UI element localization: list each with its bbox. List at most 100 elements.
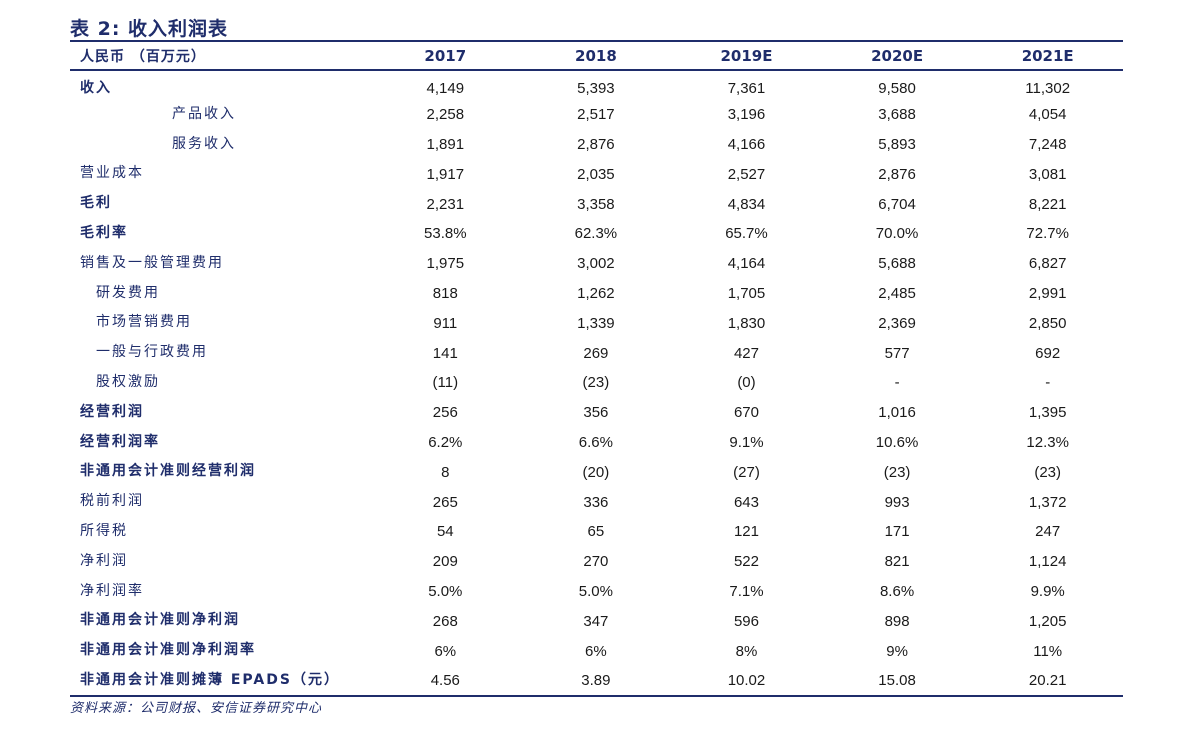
table-row: 营业成本 1,917 2,035 2,527 2,876 3,081 (70, 159, 1123, 189)
cell-value: 4,054 (1028, 106, 1067, 124)
cell-value: 6% (585, 642, 607, 660)
cell-value: 8 (441, 463, 450, 481)
cell-value: 5,893 (878, 135, 916, 153)
cell-value: 4,164 (727, 255, 766, 273)
cell-value: 643 (733, 493, 759, 511)
table-body: 收入 4,149 5,393 7,361 9,580 11,302 产品收入 2,258 2,5… (70, 70, 1123, 697)
cell-value: 1,975 (426, 255, 465, 273)
row-label: 毛利率 (80, 224, 128, 241)
table-header: 人民币 （百万元） 2017 2018 2019E 2020E 2021E (70, 40, 1123, 71)
income-statement-table: 人民币 （百万元） 2017 2018 2019E 2020E 2021E 收入… (70, 40, 1123, 697)
cell-value: 1,339 (577, 314, 615, 332)
cell-value: 9% (886, 642, 908, 660)
year-header: 2017 (370, 40, 521, 71)
cell-value: 347 (583, 612, 609, 630)
row-label: 毛利 (80, 195, 112, 212)
table-row: 税前利润 265 336 643 993 1,372 (70, 487, 1123, 517)
year-header: 2019E (671, 40, 822, 71)
cell-value: 269 (583, 344, 609, 362)
cell-value: 4,834 (727, 195, 766, 213)
cell-value: 6% (434, 642, 457, 660)
cell-value: 141 (432, 344, 458, 362)
cell-value: 53.8% (424, 225, 467, 243)
cell-value: 11% (1033, 642, 1063, 660)
cell-value: 9.9% (1030, 582, 1065, 600)
cell-value: 670 (733, 404, 759, 422)
row-label: 经营利润 (80, 403, 144, 420)
row-label: 研发费用 (96, 284, 160, 301)
row-label: 营业成本 (80, 165, 144, 182)
table-row: 销售及一般管理费用 1,975 3,002 4,164 5,688 6,827 (70, 249, 1123, 279)
cell-value: 1,830 (727, 314, 766, 332)
cell-value: 121 (733, 523, 759, 541)
row-label: 收入 (80, 80, 112, 96)
cell-value: 72.7% (1026, 225, 1069, 243)
cell-value: 12.3% (1026, 433, 1069, 451)
cell-value: 2,850 (1028, 314, 1067, 332)
table-row: 净利润率 5.0% 5.0% 7.1% 8.6% 9.9% (70, 577, 1123, 607)
table-row: 产品收入 2,258 2,517 3,196 3,688 4,054 (70, 100, 1123, 130)
table-row: 收入 4,149 5,393 7,361 9,580 11,302 (70, 70, 1123, 100)
cell-value: 3.89 (520, 665, 672, 697)
cell-value: 2,369 (878, 314, 916, 332)
header-row: 人民币 （百万元） 2017 2018 2019E 2020E 2021E (70, 40, 1123, 71)
cell-value: - (1045, 374, 1051, 392)
cell-value: 65.7% (725, 225, 768, 243)
cell-value: 7,361 (727, 79, 766, 97)
cell-value: 6.6% (578, 433, 613, 451)
cell-value: 2,231 (426, 195, 465, 213)
row-label: 税前利润 (80, 493, 144, 510)
cell-value: 596 (733, 612, 759, 630)
cell-value: 65 (587, 523, 605, 541)
cell-value: 62.3% (574, 225, 618, 243)
table-row: 经营利润率 6.2% 6.6% 9.1% 10.6% 12.3% (70, 428, 1123, 458)
cell-value: (27) (733, 463, 760, 481)
cell-value: 9,580 (878, 79, 916, 97)
cell-value: 2,035 (577, 165, 615, 183)
table-row: 服务收入 1,891 2,876 4,166 5,893 7,248 (70, 130, 1123, 160)
year-header: 2021E (972, 40, 1123, 71)
cell-value: 171 (884, 523, 910, 541)
cell-value: 8.6% (879, 582, 915, 600)
cell-value: 6,704 (878, 195, 916, 213)
table-row: 研发费用 818 1,262 1,705 2,485 2,991 (70, 279, 1123, 309)
cell-value: 898 (884, 612, 910, 630)
cell-value: (20) (582, 463, 610, 481)
table-row: 一般与行政费用 141 269 427 577 692 (70, 338, 1123, 368)
cell-value: 9.1% (729, 433, 764, 451)
cell-value: 1,124 (1028, 553, 1067, 571)
table-row: 市场营销费用 911 1,339 1,830 2,369 2,850 (70, 308, 1123, 338)
cell-value: 692 (1035, 344, 1061, 362)
cell-value: 268 (432, 612, 458, 630)
cell-value: 5.0% (428, 582, 463, 600)
cell-value: 3,081 (1028, 165, 1067, 183)
table-row: 非通用会计准则净利润率 6% 6% 8% 9% 11% (70, 636, 1123, 666)
table-row: 净利润 209 270 522 821 1,124 (70, 547, 1123, 577)
cell-value: 2,991 (1028, 284, 1067, 302)
cell-value: (23) (582, 374, 610, 392)
cell-value: 70.0% (875, 225, 919, 243)
cell-value: 2,876 (878, 165, 916, 183)
cell-value: 1,705 (727, 284, 766, 302)
cell-value: 4,149 (426, 79, 465, 97)
cell-value: (23) (1034, 463, 1062, 481)
cell-value: 7.1% (729, 582, 764, 600)
cell-value: 6,827 (1028, 255, 1067, 273)
row-label: 非通用会计准则经营利润 (80, 463, 256, 480)
cell-value: 10.02 (671, 665, 822, 697)
cell-value: 8% (735, 642, 758, 660)
cell-value: (0) (737, 374, 756, 392)
cell-value: 577 (884, 344, 910, 362)
cell-value: 2,517 (577, 106, 615, 124)
row-label: 非通用会计准则净利润 (80, 612, 240, 629)
table-row: 非通用会计准则净利润 268 347 596 898 1,205 (70, 606, 1123, 636)
cell-value: 993 (884, 493, 910, 511)
year-header: 2020E (821, 40, 973, 71)
year-header: 2018 (520, 40, 672, 71)
cell-value: 3,358 (577, 195, 615, 213)
cell-value: 10.6% (875, 433, 919, 451)
table-row: 毛利 2,231 3,358 4,834 6,704 8,221 (70, 189, 1123, 219)
table-row: 毛利率 53.8% 62.3% 65.7% 70.0% 72.7% (70, 219, 1123, 249)
cell-value: 5.0% (578, 582, 613, 600)
row-label: 市场营销费用 (96, 314, 192, 331)
